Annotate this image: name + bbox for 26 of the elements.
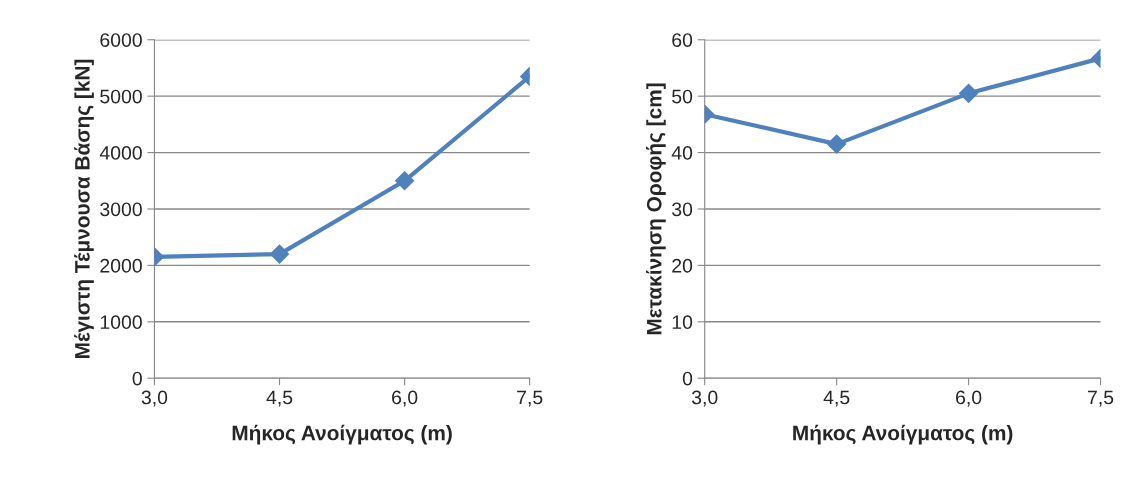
x-axis-title: Μήκος Ανοίγματος (m) xyxy=(793,424,1013,445)
y-tick-label: 40 xyxy=(671,146,693,160)
x-tick-label: 7,5 xyxy=(517,390,543,407)
x-tick-label: 7,5 xyxy=(1088,390,1114,407)
y-tick-label: 2000 xyxy=(100,258,142,273)
y-tick-label: 0 xyxy=(132,371,142,386)
y-tick-label: 5000 xyxy=(100,89,142,104)
y-tick-label: 4000 xyxy=(99,146,142,160)
x-tick-label: 3,0 xyxy=(141,390,168,407)
y-tick-label: 50 xyxy=(672,89,693,104)
x-tick-label: 6,0 xyxy=(392,390,418,407)
x-axis-title: Μήκος Ανοίγματος (m) xyxy=(232,424,452,445)
y-tick-label: 10 xyxy=(672,315,693,330)
y-axis-title: Μέγιστη Τέμνουσα Βάσης [kN] xyxy=(74,59,94,358)
y-tick-label: 6000 xyxy=(100,33,142,47)
y-tick-label: 30 xyxy=(672,202,693,217)
y-tick-label: 3000 xyxy=(100,202,142,217)
x-tick-label: 4,5 xyxy=(823,390,850,407)
y-tick-label: 60 xyxy=(672,33,693,47)
x-tick-label: 4,5 xyxy=(266,390,293,407)
y-tick-label: 1000 xyxy=(100,315,142,330)
x-tick-label: 3,0 xyxy=(691,390,718,407)
y-axis-title: Μετακίνηση Οροφής [cm] xyxy=(646,83,666,335)
y-tick-label: 0 xyxy=(682,371,693,386)
y-tick-label: 20 xyxy=(672,258,693,273)
x-tick-label: 6,0 xyxy=(956,390,982,407)
